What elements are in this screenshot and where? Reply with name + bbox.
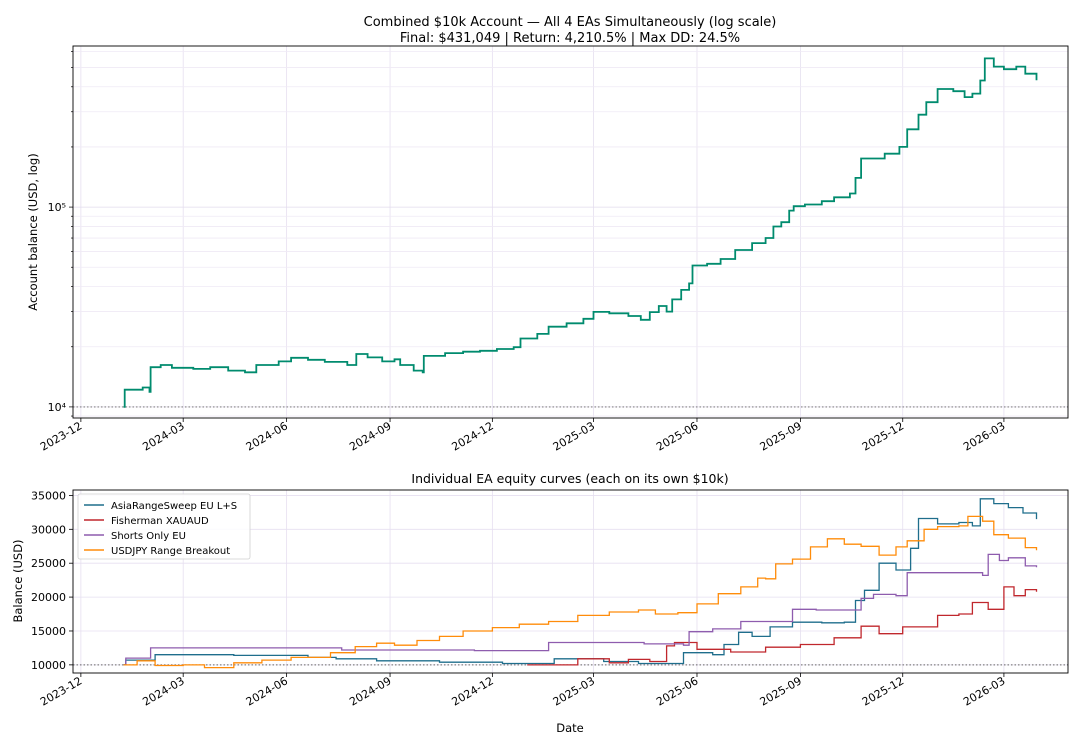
x-tick-label: 2025-03 xyxy=(551,674,597,708)
series-line-fisherman-xauaud xyxy=(527,586,1038,666)
top-grid xyxy=(73,46,1068,418)
x-tick-label: 2025-09 xyxy=(758,674,804,708)
legend-box xyxy=(77,493,251,560)
x-tick-label: 2025-03 xyxy=(551,419,597,453)
x-tick-label: 2025-06 xyxy=(654,419,700,453)
x-tick-label: 2026-03 xyxy=(961,674,1007,708)
top-chart-title-line1: Combined $10k Account — All 4 EAs Simult… xyxy=(364,15,777,30)
x-tick-label: 2024-06 xyxy=(244,419,290,453)
series-line-shorts-only-eu xyxy=(123,553,1038,666)
y-tick-label: 30000 xyxy=(31,523,66,536)
y-tick-label: 10000 xyxy=(31,659,66,672)
y-tick-label: 35000 xyxy=(31,489,66,502)
combined-account-chart: Combined $10k Account — All 4 EAs Simult… xyxy=(26,15,1069,454)
legend-label: AsiaRangeSweep EU L+S xyxy=(111,501,237,512)
top-x-ticks: 2023-12 2024-03 2024-06 2024-09 2024-12 2025-… xyxy=(38,418,1007,454)
y-tick-label: 10⁵ xyxy=(48,201,66,214)
bottom-chart-xlabel: Date xyxy=(556,721,584,735)
top-y-ticks: 10⁴ 10⁵ xyxy=(48,51,73,417)
legend-label: Shorts Only EU xyxy=(111,531,186,542)
bottom-y-ticks: 10000 15000 20000 25000 30000 35000 xyxy=(31,489,73,672)
x-tick-label: 2024-06 xyxy=(244,674,290,708)
individual-ea-chart: Individual EA equity curves (each on its… xyxy=(11,471,1069,735)
y-tick-label: 20000 xyxy=(31,591,66,604)
x-tick-label: 2024-12 xyxy=(450,674,496,708)
x-tick-label: 2024-12 xyxy=(450,419,496,453)
bottom-chart-ylabel: Balance (USD) xyxy=(11,539,25,622)
x-tick-label: 2024-09 xyxy=(347,419,393,453)
x-tick-label: 2025-06 xyxy=(654,674,700,708)
legend: AsiaRangeSweep EU L+S Fisherman XAUAUD Sho… xyxy=(77,493,251,560)
series-line-combined-balance xyxy=(123,57,1038,408)
top-chart-ylabel: Account balance (USD, log) xyxy=(26,153,40,310)
x-tick-label: 2025-09 xyxy=(758,419,804,453)
bottom-chart-title: Individual EA equity curves (each on its… xyxy=(411,471,728,486)
x-tick-label: 2024-09 xyxy=(347,674,393,708)
x-tick-label: 2025-12 xyxy=(860,419,906,453)
x-tick-label: 2024-03 xyxy=(140,674,186,708)
x-tick-label: 2023-12 xyxy=(38,674,84,708)
top-plot-frame xyxy=(72,45,1069,419)
series-line-usdjpy-range-breakout xyxy=(123,515,1038,669)
legend-label: USDJPY Range Breakout xyxy=(111,546,230,557)
top-series-group xyxy=(123,57,1038,408)
y-tick-label: 25000 xyxy=(31,557,66,570)
bottom-plot-frame xyxy=(72,489,1069,674)
x-tick-label: 2025-12 xyxy=(860,674,906,708)
x-tick-label: 2026-03 xyxy=(961,419,1007,453)
top-chart-title-line2: Final: $431,049 | Return: 4,210.5% | Max… xyxy=(400,31,740,46)
y-tick-label: 15000 xyxy=(31,625,66,638)
y-tick-label: 10⁴ xyxy=(48,401,67,414)
bottom-x-ticks: 2023-12 2024-03 2024-06 2024-09 2024-12 2025-… xyxy=(38,673,1007,709)
bottom-series-group xyxy=(123,498,1038,669)
x-tick-label: 2023-12 xyxy=(38,419,84,453)
legend-label: Fisherman XAUAUD xyxy=(111,516,209,527)
x-tick-label: 2024-03 xyxy=(140,419,186,453)
series-line-asiarangesweep-eu-l-s xyxy=(123,498,1038,666)
